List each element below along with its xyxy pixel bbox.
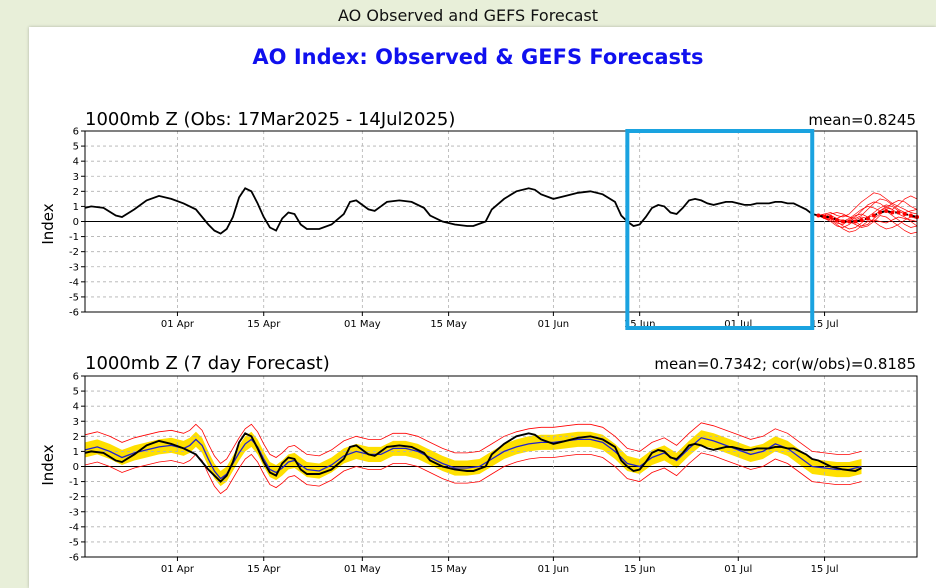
ensemble-mean-point [847, 219, 852, 224]
forecast-ytick-label: -5 [69, 537, 79, 548]
forecast-ticks: 6 5 4 3 2 1 0 -1 -2 -3 -4 -5 -6 01 Apr 15 Apr 01 May 15 … [69, 372, 839, 576]
forecast-xtick-label: 15 Apr [247, 564, 281, 575]
forecast-ytick-label: 2 [73, 432, 79, 443]
observed-chart: 1000mb Z (Obs: 17Mar2025 - 14Jul2025) me… [39, 109, 919, 330]
observed-lines [84, 187, 919, 235]
observed-xtick-label: 01 Apr [161, 319, 195, 330]
forecast-ytick-label: -4 [69, 522, 79, 533]
forecast-ytick-label: -3 [69, 507, 79, 518]
observed-ytick-label: 6 [73, 127, 79, 138]
forecast-mean-label: mean=0.7342; cor(w/obs)=0.8185 [654, 355, 916, 373]
observed-xtick-label: 15 Apr [247, 319, 281, 330]
forecast-xtick-label: 15 Jul [811, 564, 839, 575]
observed-ytick-label: 1 [73, 202, 79, 213]
forecast-ytick-label: -1 [69, 477, 79, 488]
forecast-chart-title: 1000mb Z (7 day Forecast) [85, 353, 330, 374]
forecast-xtick-label: 01 Jun [538, 564, 570, 575]
ensemble-mean-point [884, 208, 889, 213]
observed-ytick-label: -3 [69, 262, 79, 273]
observed-ytick-label: 4 [73, 157, 79, 168]
observed-grid [85, 130, 917, 313]
chart-panel: AO Index: Observed & GEFS Forecasts 1000… [29, 27, 936, 588]
forecast-lower-envelope [84, 452, 862, 495]
forecast-lines [84, 422, 862, 495]
main-title: AO Index: Observed & GEFS Forecasts [252, 45, 703, 69]
forecast-chart: 1000mb Z (7 day Forecast) mean=0.7342; c… [39, 353, 918, 576]
forecast-xtick-label: 01 Jul [724, 564, 752, 575]
observed-ytick-label: -1 [69, 232, 79, 243]
observed-ytick-label: -5 [69, 292, 79, 303]
forecast-xtick-label: 01 May [344, 564, 381, 575]
forecast-xtick-label: 15 May [430, 564, 467, 575]
chart-svg: AO Index: Observed & GEFS Forecasts 1000… [39, 45, 919, 576]
ensemble-mean-point [871, 213, 876, 218]
ensemble-mean-point [834, 217, 839, 222]
observed-xtick-label: 01 Jun [538, 319, 570, 330]
ensemble-mean-point [890, 210, 895, 215]
ensemble-mean-point [859, 217, 864, 222]
observed-ticks: 6 5 4 3 2 1 0 -1 -2 -3 -4 -5 -6 01 Apr 15 Apr 01 May 15 … [69, 127, 839, 331]
observed-xtick-label: 15 May [430, 319, 467, 330]
ensemble-mean-point [896, 210, 901, 215]
ensemble-mean-point [902, 211, 907, 216]
ensemble-mean-point [878, 210, 883, 215]
ensemble-member-line [818, 192, 918, 218]
forecast-xtick-label: 01 Apr [161, 564, 195, 575]
forecast-plot-frame [84, 375, 918, 558]
forecast-spread-band [85, 430, 862, 487]
observed-ytick-label: 5 [73, 142, 79, 153]
observed-ytick-label: 2 [73, 187, 79, 198]
forecast-ytick-label: 5 [73, 387, 79, 398]
ensemble-mean-point [816, 213, 821, 218]
forecast-xtick-label: 15 Jun [624, 564, 656, 575]
forecast-ytick-label: -6 [69, 553, 79, 564]
forecast-observed-line [84, 432, 862, 483]
window-title: AO Observed and GEFS Forecast [338, 6, 598, 25]
forecast-ytick-label: -2 [69, 492, 79, 503]
forecast-ytick-label: 1 [73, 447, 79, 458]
forecast-ytick-label: 4 [73, 402, 79, 413]
ensemble-mean-point [822, 214, 827, 219]
observed-ytick-label: -4 [69, 277, 79, 288]
forecast-y-axis-label: Index [39, 444, 57, 485]
ensemble-members [818, 192, 918, 234]
observed-ytick-label: -2 [69, 247, 79, 258]
forecast-ytick-label: 6 [73, 372, 79, 383]
observed-chart-title: 1000mb Z (Obs: 17Mar2025 - 14Jul2025) [85, 109, 455, 130]
forecast-ytick-label: 3 [73, 417, 79, 428]
ensemble-mean-point [865, 216, 870, 221]
ensemble-member-line [818, 198, 918, 219]
forecast-spread-band [85, 430, 862, 487]
observed-ytick-label: 3 [73, 172, 79, 183]
forecast-ytick-label: 0 [73, 462, 79, 473]
observed-xtick-label: 15 Jun [624, 319, 656, 330]
observed-ytick-label: -6 [69, 308, 79, 319]
ensemble-mean-point [841, 219, 846, 224]
observed-line [84, 187, 819, 235]
ensemble-member-line [818, 200, 918, 222]
observed-y-axis-label: Index [39, 203, 57, 244]
ensemble-mean-point [908, 213, 913, 218]
observed-xtick-label: 01 Jul [724, 319, 752, 330]
observed-mean-label: mean=0.8245 [808, 111, 916, 129]
ensemble-member-line [818, 215, 918, 233]
forecast-mean-line [84, 437, 862, 480]
observed-plot-frame [84, 130, 918, 313]
observed-ytick-label: 0 [73, 217, 79, 228]
highlight-box [625, 129, 815, 330]
forecast-upper-envelope [84, 422, 862, 465]
observed-xtick-label: 01 May [344, 319, 381, 330]
ensemble-mean-point [853, 219, 858, 224]
observed-xtick-label: 15 Jul [811, 319, 839, 330]
ensemble-mean-point [828, 214, 833, 219]
